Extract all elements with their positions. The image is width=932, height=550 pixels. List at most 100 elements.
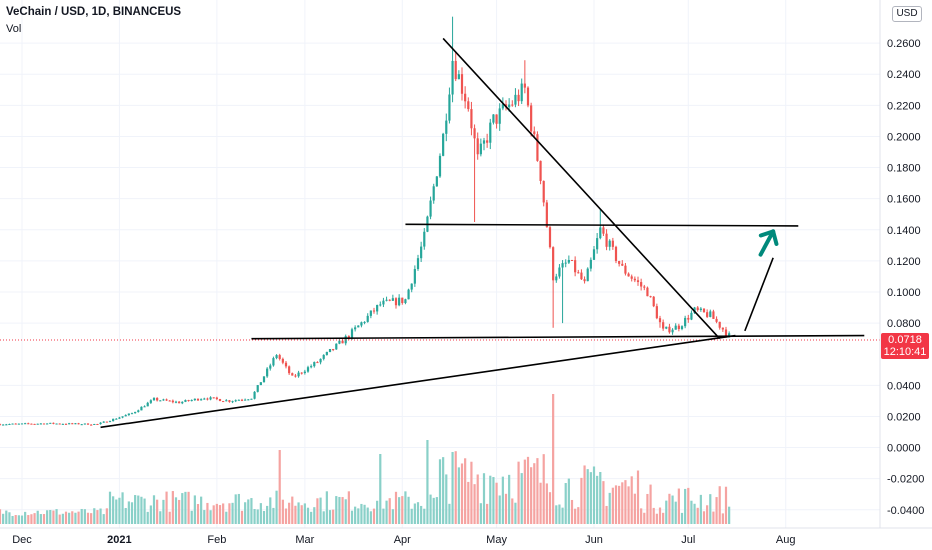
candle-body (297, 372, 300, 377)
volume-bar (728, 506, 731, 524)
volume-bar (354, 506, 357, 524)
candle-body (168, 400, 171, 402)
volume-bar (517, 461, 520, 524)
descending-resistance-line[interactable] (442, 37, 721, 340)
volume-bar (30, 514, 33, 524)
horizontal-support-line[interactable] (251, 334, 865, 340)
price-axis[interactable]: 0.2600 0.2400 0.2200 0.2000 0.1800 0.1600 0.14… (887, 38, 924, 517)
volume-bar (498, 495, 501, 524)
volume-bar (721, 513, 724, 524)
candle-body (130, 413, 134, 415)
volume-bar (589, 472, 592, 524)
candle-body (561, 263, 564, 268)
candle-body (429, 200, 432, 217)
volume-bar (448, 503, 451, 524)
candle-body (577, 272, 580, 274)
volume-bar (366, 507, 369, 524)
volume-bar (2, 513, 5, 524)
volume-bar (259, 503, 262, 524)
candle-body (728, 333, 731, 336)
candle-body (80, 424, 83, 426)
x-tick-label: Jun (585, 534, 603, 546)
candle-body (137, 410, 140, 412)
candle-body (413, 269, 416, 284)
volume-bar (699, 494, 702, 524)
volume-bar (347, 491, 350, 524)
y-tick-label: 0.1000 (887, 287, 921, 299)
x-tick-label: Aug (776, 534, 796, 546)
candle-body (586, 268, 589, 282)
volume-bar (215, 503, 218, 524)
candlesticks (0, 16, 731, 426)
candle-body (668, 326, 671, 333)
candle-body (690, 312, 693, 320)
volume-bar (608, 492, 611, 524)
volume-bar (574, 508, 577, 524)
volume-bar (11, 515, 14, 524)
horizontal-resistance-line[interactable] (405, 223, 799, 227)
candle-body (599, 227, 602, 239)
volume-bar (55, 509, 58, 524)
ascending-support-line[interactable] (100, 334, 736, 429)
volume-bar (561, 507, 564, 524)
volume-bar (677, 488, 680, 524)
candle-body (253, 391, 256, 399)
candle-body (347, 336, 350, 339)
time-axis[interactable]: Dec 2021 Feb Mar Apr May Jun Jul Aug (12, 534, 795, 546)
volume-bar (165, 491, 168, 524)
volume-bar (655, 513, 658, 524)
candle-body (410, 283, 413, 290)
candle-body (536, 134, 539, 161)
volume-bar (322, 511, 325, 524)
candle-body (121, 416, 124, 418)
volume-bar (360, 503, 363, 524)
volume-bar (369, 511, 372, 524)
volume-bar (77, 511, 80, 524)
trend-drawings[interactable] (100, 37, 865, 429)
candle-body (658, 318, 662, 323)
volume-bar (171, 491, 174, 524)
candle-body (313, 362, 316, 367)
volume-bar (262, 511, 266, 524)
volume-bar (222, 503, 225, 524)
volume-bar (291, 496, 294, 524)
volume-bar (451, 452, 454, 524)
candle-body (366, 315, 369, 322)
symbol-title[interactable]: VeChain / USD, 1D, BINANCEUS (6, 6, 182, 18)
x-tick-label: Mar (295, 534, 314, 546)
candle-body (325, 351, 328, 355)
y-tick-label: 0.0200 (887, 411, 921, 423)
volume-bar (486, 503, 489, 524)
candle-body (416, 258, 420, 270)
volume-bar (410, 508, 413, 524)
volume-bar (724, 486, 728, 524)
candle-body (398, 297, 401, 306)
volume-bars (0, 394, 731, 524)
candle-body (234, 400, 237, 402)
candle-body (564, 262, 567, 264)
volume-indicator-label[interactable]: Vol (6, 23, 22, 35)
volume-bar (237, 493, 240, 524)
volume-bar (470, 461, 473, 524)
candle-body (90, 424, 93, 426)
y-tick-label: 0.2600 (887, 38, 921, 50)
volume-bar (630, 476, 633, 524)
candle-body (520, 83, 523, 102)
volume-bar (624, 480, 627, 524)
volume-bar (432, 497, 435, 524)
candle-body (316, 362, 319, 364)
projection-arrow[interactable] (758, 229, 779, 257)
volume-bar (33, 513, 36, 524)
currency-badge[interactable]: USD (892, 6, 922, 22)
candle-body (206, 398, 209, 400)
volume-bar (127, 501, 130, 524)
candle-body (124, 415, 127, 417)
candle-body (643, 286, 646, 288)
candle-body (640, 282, 643, 287)
projection-line[interactable] (744, 257, 774, 332)
candle-body (266, 368, 269, 377)
candle-body (184, 400, 187, 402)
candle-body (627, 273, 630, 277)
candle-body (687, 317, 690, 320)
